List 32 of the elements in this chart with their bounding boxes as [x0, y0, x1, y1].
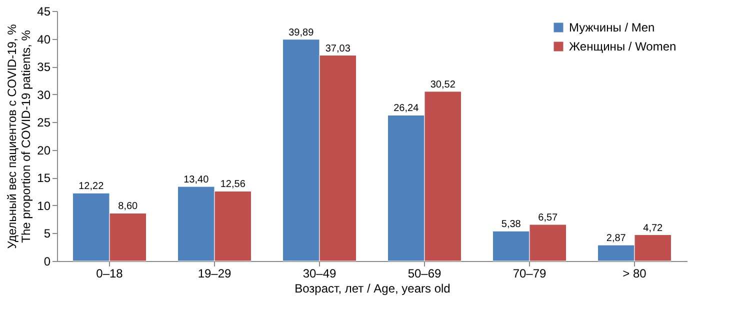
data-label: 37,03 [325, 43, 351, 54]
x-tick-label: 50–69 [408, 266, 442, 280]
x-axis-title: Возраст, лет / Age, years old [294, 282, 450, 296]
y-tick-label: 0 [44, 254, 51, 268]
y-tick-label: 20 [37, 143, 51, 158]
data-label: 30,52 [430, 79, 456, 90]
data-label: 8,60 [118, 201, 138, 212]
data-label: 2,87 [606, 233, 626, 244]
data-label: 26,24 [394, 103, 420, 114]
data-label: 12,22 [78, 181, 104, 192]
x-tick-label: 70–79 [512, 266, 547, 280]
y-tick-label: 45 [37, 4, 51, 18]
x-tick-label: 30–49 [302, 266, 337, 280]
legend-label: Мужчины / Men [569, 20, 655, 34]
data-label: 5,38 [501, 219, 522, 230]
y-tick-label: 25 [37, 116, 51, 130]
y-tick-label: 35 [37, 60, 51, 74]
data-label: 4,72 [643, 222, 664, 234]
y-axis-title: Удельный вес пациентов с COVID-19, % The proportion of COVID-19 patients, % [5, 24, 34, 249]
data-label: 6,57 [538, 212, 558, 224]
y-tick-label: 15 [37, 171, 51, 186]
y-tick-label: 40 [37, 32, 51, 46]
data-label: 39,89 [288, 27, 314, 38]
y-tick-label: 30 [37, 88, 51, 102]
x-tick-label: 0–18 [96, 266, 124, 280]
y-tick-label: 10 [37, 198, 51, 213]
data-label: 12,56 [220, 179, 246, 190]
data-label: 13,40 [184, 174, 210, 186]
x-tick-label: > 80 [622, 266, 647, 280]
y-tick-label: 5 [44, 226, 51, 241]
x-tick-label: 19–29 [198, 266, 232, 280]
legend-label: Женщины / Women [569, 40, 676, 54]
